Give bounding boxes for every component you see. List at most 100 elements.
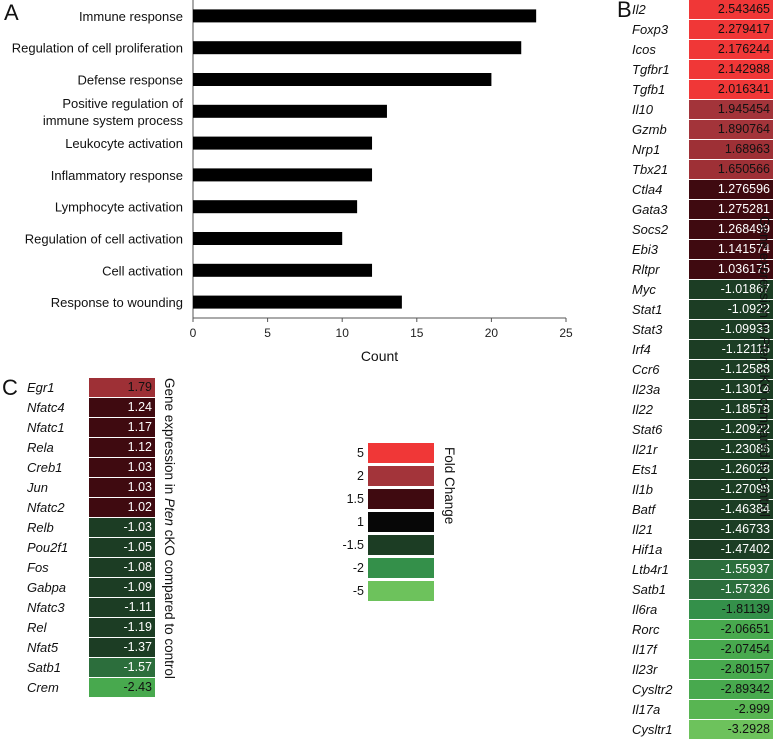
legend-entry: 2: [336, 466, 434, 486]
fold-change-cell: 1.03: [89, 478, 155, 497]
heatmap-row-gata3: Gata3 1.275281: [632, 200, 773, 219]
gene-label: Stat6: [632, 422, 663, 437]
gene-label: Batf: [632, 502, 656, 517]
bar-regulation-of-cell-activation: [193, 232, 343, 245]
category-label: immune system process: [43, 113, 184, 128]
panel-letter-b: B: [617, 0, 632, 22]
gene-label: Il1b: [632, 482, 653, 497]
heatmap-row-stat6: Stat6 -1.20922: [632, 420, 773, 439]
gene-label: Tgfb1: [632, 82, 666, 97]
heatmap-row-icos: Icos 2.176244: [632, 40, 773, 59]
fold-change-cell: -1.57: [89, 658, 155, 677]
bar-cell-activation: [193, 263, 373, 277]
fold-change-legend: 5 2 1.5 1 -1.5 -2 -5 Fold Change: [336, 443, 457, 604]
legend-entry: -5: [336, 581, 434, 601]
legend-entry: -1.5: [336, 535, 434, 555]
gene-label: Rel: [27, 620, 47, 635]
legend-label: 2: [357, 469, 364, 483]
fold-change-cell: -1.19: [89, 618, 155, 637]
heatmap-row-creb1: Creb1 1.03: [27, 458, 155, 477]
category-label: Leukocyte activation: [65, 136, 183, 151]
legend-entry: 1: [336, 512, 434, 532]
gene-label: Creb1: [27, 460, 63, 475]
heatmap-row-satb1: Satb1 -1.57326: [632, 580, 773, 599]
legend-swatch: [368, 558, 434, 578]
gene-label: Hif1a: [632, 542, 663, 557]
heatmap-row-rltpr: Rltpr 1.036175: [632, 260, 773, 279]
heatmap-row-tgfb1: Tgfb1 2.016341: [632, 80, 773, 99]
heatmap-row-hif1a: Hif1a -1.47402: [632, 540, 773, 559]
heatmap-row-nfatc3: Nfatc3 -1.11: [27, 598, 155, 617]
heatmap-row-rorc: Rorc -2.06651: [632, 620, 773, 639]
gene-label: Irf4: [632, 342, 651, 357]
fold-change-cell: -2.06651: [689, 620, 773, 639]
gene-label: Tgfbr1: [632, 62, 670, 77]
heatmap-row-crem: Crem -2.43: [27, 678, 155, 697]
fold-change-cell: -1.05: [89, 538, 155, 557]
heatmap-row-foxp3: Foxp3 2.279417: [632, 20, 773, 39]
gene-label: Rela: [27, 440, 54, 455]
panel-letter-a: A: [4, 0, 19, 25]
gene-label: Il17a: [632, 702, 661, 717]
heatmap-row-il23r: Il23r -2.80157: [632, 660, 773, 679]
gene-label: Satb1: [27, 660, 61, 675]
fold-change-cell: -2.07454: [689, 640, 773, 659]
fold-change-cell: -3.2928: [689, 720, 773, 739]
gene-label: Nfatc4: [27, 400, 65, 415]
heatmap-row-ccr6: Ccr6 -1.12588: [632, 360, 773, 379]
category-label: Regulation of cell proliferation: [12, 41, 183, 56]
fold-change-cell: -2.43: [89, 678, 155, 697]
heatmap-row-nrp1: Nrp1 1.68963: [632, 140, 773, 159]
gene-label: Stat1: [632, 302, 663, 317]
heatmap-row-irf4: Irf4 -1.12115: [632, 340, 773, 359]
fold-change-cell: 1.945454: [689, 100, 773, 119]
legend-entry: 5: [336, 443, 434, 463]
heatmap-row-nfatc1: Nfatc1 1.17: [27, 418, 155, 437]
legend-label: 5: [357, 446, 364, 460]
fold-change-cell: -1.37: [89, 638, 155, 657]
heatmap-row-il23a: Il23a -1.13014: [632, 380, 773, 399]
legend-swatch: [368, 489, 434, 509]
heatmap-row-il17f: Il17f -2.07454: [632, 640, 773, 659]
fold-change-cell: 2.176244: [689, 40, 773, 59]
bar-inflammatory-response: [193, 168, 373, 182]
gene-label: Nfatc1: [27, 420, 65, 435]
fold-change-cell: 1.036175: [689, 260, 773, 279]
legend-rows: 5 2 1.5 1 -1.5 -2 -5: [336, 443, 434, 601]
fold-change-cell: 1.275281: [689, 200, 773, 219]
fold-change-cell: -1.81139: [689, 600, 773, 619]
fold-change-cell: -1.08: [89, 558, 155, 577]
heatmap-row-il21r: Il21r -1.23086: [632, 440, 773, 459]
fold-change-cell: -1.26028: [689, 460, 773, 479]
legend-swatch: [368, 443, 434, 463]
gene-label: Stat3: [632, 322, 663, 337]
fold-change-cell: -1.13014: [689, 380, 773, 399]
heatmap-row-cysltr1: Cysltr1 -3.2928: [632, 720, 773, 739]
fold-change-cell: -1.27098: [689, 480, 773, 499]
fold-change-cell: 1.24: [89, 398, 155, 417]
fold-change-cell: 2.142988: [689, 60, 773, 79]
fold-change-cell: -1.57326: [689, 580, 773, 599]
heatmap-row-il6ra: Il6ra -1.81139: [632, 600, 773, 619]
heatmap-row-ctla4: Ctla4 1.276596: [632, 180, 773, 199]
fold-change-cell: 1.02: [89, 498, 155, 517]
x-tick-label: 15: [410, 326, 424, 340]
heatmap-row-ets1: Ets1 -1.26028: [632, 460, 773, 479]
axis-label-gene: Pten: [757, 336, 772, 364]
gene-label: Egr1: [27, 380, 55, 395]
heatmap-c-axis-label: Gene expression in Pten cKO compared to …: [162, 378, 177, 679]
bar-defense-response: [193, 73, 492, 86]
heatmap-row-ebi3: Ebi3 1.141574: [632, 240, 773, 259]
fold-change-cell: -1.0922: [689, 300, 773, 319]
heatmap-row-ltb4r1: Ltb4r1 -1.55937: [632, 560, 773, 579]
fold-change-cell: 1.141574: [689, 240, 773, 259]
fold-change-cell: -1.47402: [689, 540, 773, 559]
gene-label: Pou2f1: [27, 540, 69, 555]
legend-swatch: [368, 581, 434, 601]
legend-label: 1: [357, 515, 364, 529]
gene-label: Fos: [27, 560, 49, 575]
legend-label: -5: [352, 584, 364, 598]
legend-swatch: [368, 535, 434, 555]
heatmap-row-fos: Fos -1.08: [27, 558, 155, 577]
heatmap-row-gzmb: Gzmb 1.890764: [632, 120, 773, 139]
